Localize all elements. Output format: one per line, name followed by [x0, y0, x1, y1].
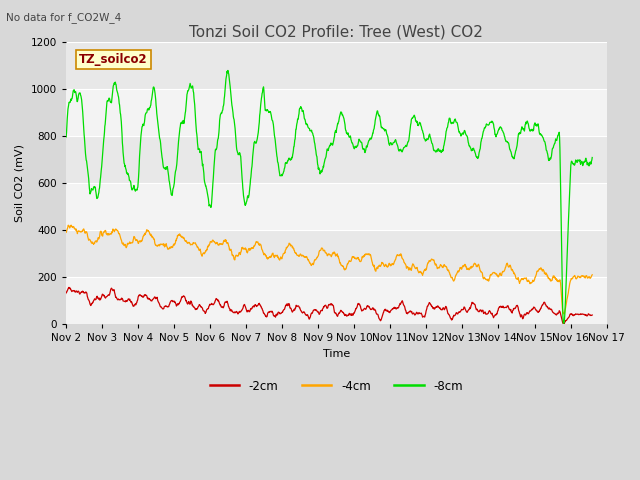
- Bar: [66, 183, 607, 230]
- Bar: [66, 277, 607, 324]
- Text: TZ_soilco2: TZ_soilco2: [79, 53, 148, 66]
- X-axis label: Time: Time: [323, 349, 350, 359]
- Legend: -2cm, -4cm, -8cm: -2cm, -4cm, -8cm: [205, 375, 468, 397]
- Y-axis label: Soil CO2 (mV): Soil CO2 (mV): [15, 144, 25, 222]
- Text: No data for f_CO2W_4: No data for f_CO2W_4: [6, 12, 122, 23]
- Title: Tonzi Soil CO2 Profile: Tree (West) CO2: Tonzi Soil CO2 Profile: Tree (West) CO2: [189, 24, 483, 39]
- Bar: [66, 89, 607, 136]
